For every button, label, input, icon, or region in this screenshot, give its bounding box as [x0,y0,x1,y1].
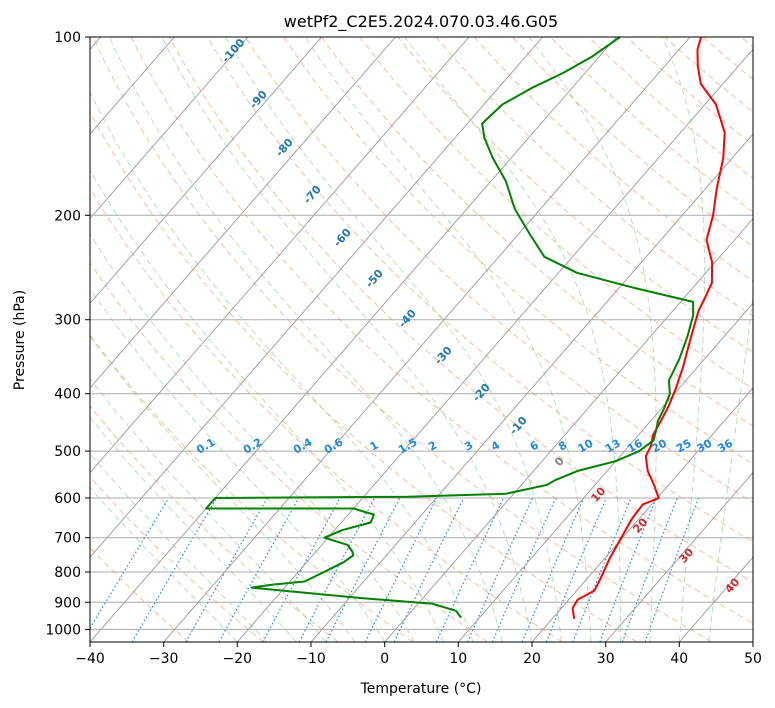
dry-adiabat [397,37,753,354]
x-tick-label: 50 [744,651,762,667]
moist-adiabat [161,37,533,642]
y-tick-label: 900 [54,595,81,611]
mixing-ratio-line [435,497,505,642]
x-tick-label: −10 [296,651,326,667]
plot-frame [89,36,754,643]
y-tick-label: 800 [54,565,81,581]
y-tick-label: 300 [54,313,81,329]
isotherm-line [384,217,753,642]
isotherm-line [605,471,753,642]
isotherm-line [90,37,249,220]
isotherm-line [90,37,617,642]
isotherm-line [90,37,396,389]
moist-adiabat [404,37,621,642]
dewpoint-profile-line [205,37,695,619]
moist-adiabat [90,452,268,642]
mixing-ratio-line [325,497,401,642]
moist-adiabat [90,335,356,642]
isotherm-line [90,37,470,474]
mixing-ratio-line [364,497,438,642]
x-tick-label: −40 [75,651,105,667]
isotherm-line [457,302,753,642]
mixing-ratio-line [491,497,557,642]
dry-adiabat [90,405,339,642]
moist-adiabat [108,37,503,642]
mixing-ratio-line [599,497,657,642]
mixing-ratio-line [393,497,465,642]
moist-adiabat [90,169,445,642]
mixing-ratio-line [521,497,585,642]
x-tick-label: 30 [597,651,615,667]
y-tick-label: 700 [54,531,81,547]
moist-adiabat [90,287,386,642]
dry-adiabat [90,261,488,642]
moist-adiabat [225,37,562,642]
dry-adiabat [244,37,753,504]
isotherm-line [236,48,753,642]
x-axis-label: Temperature (°C) [360,681,482,697]
mixing-ratio-line [572,497,632,642]
dry-adiabat [90,110,638,642]
y-tick-label: 1000 [45,622,81,638]
dry-adiabat [90,546,190,642]
x-tick-label: 40 [670,651,688,667]
isotherm-line [90,37,544,558]
x-tick-label: 0 [380,651,389,667]
profiles [205,37,726,620]
y-axis: 1000 900 800 700 600 500 400 300 200 100 [45,30,90,638]
moist-adiabat [661,37,706,642]
isotherm-line [163,37,691,642]
dry-adiabat [92,37,712,642]
moist-adiabat [90,90,474,642]
mixing-ratio-line [644,497,700,642]
y-tick-label: 400 [54,387,81,403]
moist-adiabat [90,416,297,642]
mixing-ratio-line [90,497,170,630]
grid-lines [90,37,753,642]
x-tick-label: 10 [449,651,467,667]
moist-adiabat [90,377,327,642]
y-tick-label: 200 [54,208,81,224]
y-tick-label: 600 [54,491,81,507]
mixing-ratio-line [262,497,341,642]
temperature-profile-line [571,37,726,620]
isotherm-line [90,37,323,304]
mixing-ratio-line [298,497,376,642]
dry-adiabat [206,37,753,543]
dry-adiabat [435,37,753,318]
x-tick-label: 20 [523,651,541,667]
y-axis-label: Pressure (hPa) [12,290,28,390]
x-tick-label: −30 [149,651,179,667]
y-tick-label: 500 [54,444,81,460]
isotherm-line [310,133,753,642]
mixing-ratio-line [621,497,678,642]
dry-adiabat [90,475,264,642]
x-axis: −40 −30 −20 −10 0 10 20 30 40 50 [75,642,762,667]
moist-adiabat [708,292,753,642]
mixing-ratio-line [466,497,534,642]
x-tick-label: −20 [223,651,253,667]
dry-adiabat [168,37,753,583]
isotherm-line [752,641,753,642]
chart-title: wetPf2_C2E5.2024.070.03.46.G05 [284,12,558,32]
dry-adiabat [90,187,563,642]
mixing-ratio-line [545,497,607,642]
moist-adiabat [304,37,592,642]
y-tick-label: 100 [54,30,81,46]
